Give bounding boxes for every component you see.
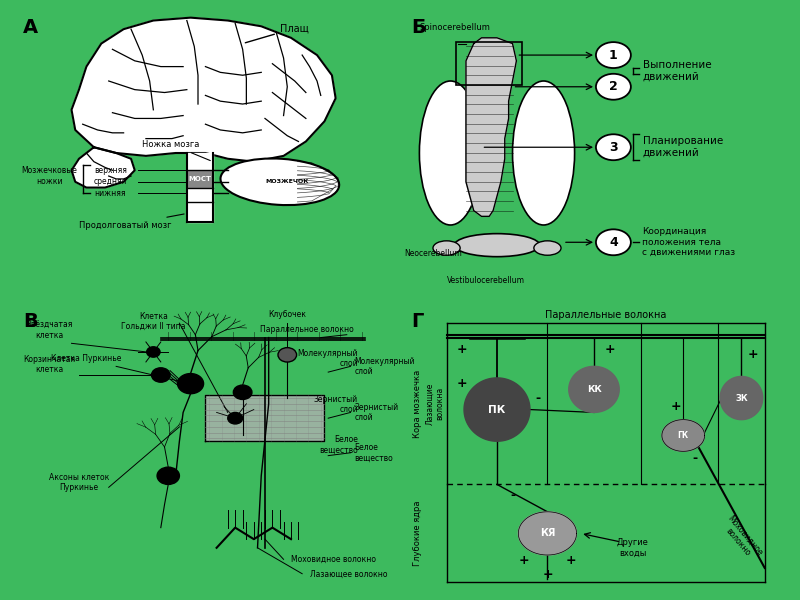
Polygon shape [464,378,530,441]
Circle shape [596,134,631,160]
Ellipse shape [454,233,540,257]
Text: Vestibulocerebellum: Vestibulocerebellum [446,275,525,284]
Text: Мозжечковые
ножки: Мозжечковые ножки [22,166,77,186]
Text: ПК: ПК [488,404,506,415]
Text: Другие
входы: Другие входы [617,538,649,557]
Text: +: + [457,343,467,356]
Ellipse shape [221,158,339,205]
Text: Лазающее волокно: Лазающее волокно [310,569,387,578]
Polygon shape [206,395,325,441]
Text: Белое
вещество: Белое вещество [319,436,358,455]
Circle shape [278,347,297,362]
Text: Молекулярный
слой: Молекулярный слой [298,349,358,368]
Text: Плащ: Плащ [246,23,309,43]
Circle shape [596,229,631,255]
Polygon shape [187,153,213,222]
Text: Моховидное волокно: Моховидное волокно [291,555,376,564]
Text: МОЗЖЕЧОК: МОЗЖЕЧОК [266,179,309,184]
Text: Моховидное
волокно: Моховидное волокно [718,514,765,565]
Text: +: + [604,343,615,356]
Text: Корзинчатая
клетка: Корзинчатая клетка [23,355,75,374]
Text: Параллельные волокна: Параллельные волокна [545,310,666,320]
Polygon shape [71,17,336,161]
Ellipse shape [513,81,574,225]
Text: Звёздчатая
клетка: Звёздчатая клетка [26,320,72,340]
Text: Б: Б [412,17,426,37]
Text: верхняя: верхняя [94,166,126,175]
Text: КЯ: КЯ [540,529,555,538]
Text: -: - [692,452,698,465]
Text: +: + [519,554,530,566]
Text: Зернистый
слой: Зернистый слой [354,403,398,422]
Circle shape [151,368,170,382]
Text: 3: 3 [609,141,618,154]
Text: А: А [23,17,38,37]
Text: Ножка мозга: Ножка мозга [142,140,210,161]
Text: Neocerebellum: Neocerebellum [404,250,462,258]
Text: Кора мозжечка: Кора мозжечка [413,370,422,438]
Text: Выполнение
движений: Выполнение движений [642,60,711,82]
Text: Г: Г [412,311,424,331]
Text: -: - [535,392,540,404]
Text: Аксоны клеток
Пуркинье: Аксоны клеток Пуркинье [49,473,109,492]
Polygon shape [71,147,134,188]
Text: +: + [670,400,681,413]
Text: Клетка
Гольджи II типа: Клетка Гольджи II типа [121,311,186,331]
FancyBboxPatch shape [187,170,213,188]
Ellipse shape [419,81,482,225]
Text: Клубочек: Клубочек [268,310,306,319]
Circle shape [234,385,252,400]
Polygon shape [466,38,517,217]
Text: Зернистый
слой: Зернистый слой [314,395,358,415]
Ellipse shape [534,241,561,255]
Circle shape [157,467,179,484]
Text: Spinocerebellum: Spinocerebellum [419,23,490,32]
Text: Параллельное волокно: Параллельное волокно [261,325,354,334]
Text: +: + [457,377,467,390]
Text: Планирование
движений: Планирование движений [642,136,722,158]
Polygon shape [569,367,619,412]
Text: Продолговатый мозг: Продолговатый мозг [79,214,184,229]
Text: КК: КК [586,385,602,394]
Text: МОСТ: МОСТ [188,176,211,182]
Text: Белое
вещество: Белое вещество [354,443,393,463]
Text: Молекулярный
слой: Молекулярный слой [354,356,414,376]
Ellipse shape [433,241,460,255]
Text: нижняя: нижняя [94,189,126,198]
Circle shape [596,74,631,100]
Text: Координация
положения тела
с движениями глаз: Координация положения тела с движениями … [642,227,736,257]
Polygon shape [720,376,762,419]
Circle shape [178,374,203,394]
Text: Клетка Пуркинье: Клетка Пуркинье [51,353,122,362]
Polygon shape [662,419,705,451]
Text: средняя: средняя [94,178,127,186]
Text: ЗК: ЗК [735,394,748,403]
Circle shape [596,42,631,68]
Text: +: + [566,554,576,566]
Text: +: + [542,568,553,581]
Text: Глубокие ядра: Глубокие ядра [413,500,422,566]
Polygon shape [518,512,577,555]
Text: ГК: ГК [678,431,689,440]
Circle shape [228,412,242,424]
Text: 2: 2 [609,80,618,93]
Text: -: - [510,490,515,502]
Circle shape [146,347,160,357]
Text: 4: 4 [609,236,618,249]
Text: +: + [748,349,758,361]
Text: В: В [23,311,38,331]
Text: Лазающие
волокна: Лазающие волокна [426,383,445,425]
Text: 1: 1 [609,49,618,62]
